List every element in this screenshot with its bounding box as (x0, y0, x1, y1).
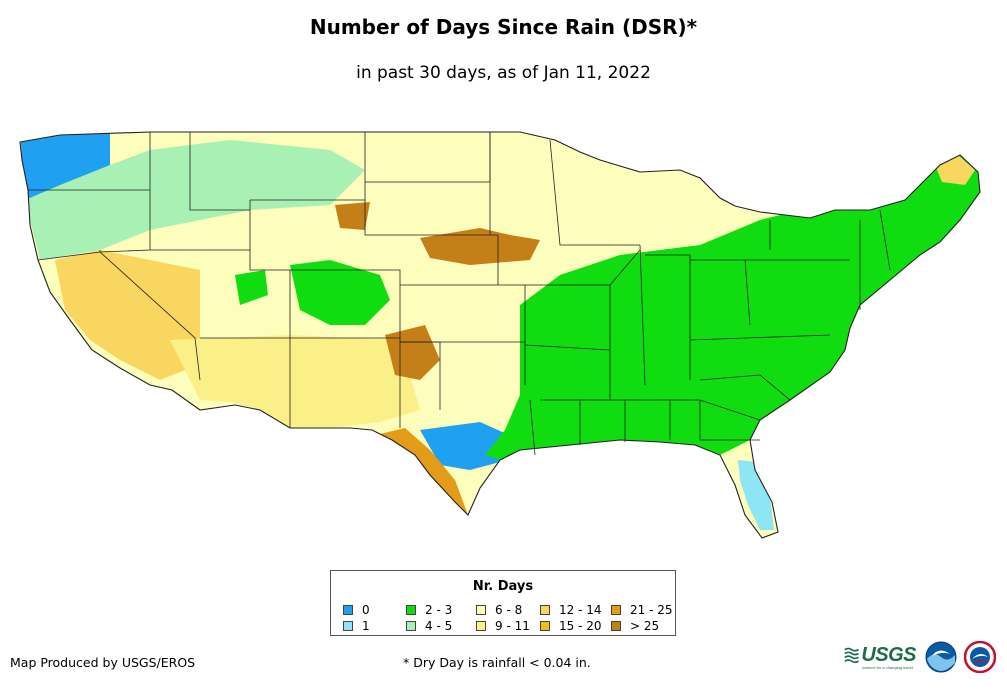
legend-item: 9 - 11 (476, 619, 530, 633)
map-credit: Map Produced by USGS/EROS (10, 655, 196, 670)
legend-swatch (611, 605, 621, 615)
legend-label: > 25 (630, 619, 660, 633)
map-title: Number of Days Since Rain (DSR)* (309, 15, 698, 39)
legend-swatch (476, 605, 486, 615)
map-region-pacific-northwest-coast (20, 132, 110, 200)
legend-item: 21 - 25 (611, 603, 673, 617)
map-region-southwest-arizona-new-mexico (170, 335, 420, 428)
legend-label: 9 - 11 (495, 619, 530, 633)
map-region-colorado-rockies (235, 270, 268, 305)
legend-swatch (406, 621, 416, 631)
legend-item: 1 (343, 619, 370, 633)
map-region-nebraska-sandhills (420, 228, 540, 265)
noaa-logo (925, 641, 957, 673)
legend-title: Nr. Days (472, 579, 534, 594)
legend-swatch (476, 621, 486, 631)
legend-swatch (343, 605, 353, 615)
legend-item: 6 - 8 (476, 603, 522, 617)
map-subtitle: in past 30 days, as of Jan 11, 2022 (356, 63, 651, 83)
legend-label: 1 (362, 619, 370, 633)
legend-item: 4 - 5 (406, 619, 452, 633)
legend-label: 2 - 3 (425, 603, 453, 617)
map-region-texas-panhandle (385, 325, 440, 380)
map-region-south-texas (355, 428, 468, 515)
nws-logo (964, 641, 996, 673)
dsr-map (19, 131, 981, 539)
legend-swatch (540, 621, 550, 631)
map-region-florida-peninsula (738, 460, 774, 530)
map-region-california-nevada (55, 250, 200, 380)
map-region-northern-rockies-idaho (25, 140, 365, 260)
legend-swatch (406, 605, 416, 615)
legend-label: 0 (362, 603, 370, 617)
legend-item: > 25 (611, 619, 659, 633)
legend-swatch (540, 605, 550, 615)
legend-item: 15 - 20 (540, 619, 602, 633)
legend-label: 15 - 20 (559, 619, 602, 633)
legend-item: 12 - 14 (540, 603, 602, 617)
map-region-nebraska-sandhills (335, 202, 370, 230)
map-legend: Nr. Days 0 1 2 - 3 4 - 5 6 - 8 9 - 11 12 - 14 1… (330, 570, 676, 636)
legend-item: 0 (343, 603, 370, 617)
legend-label: 6 - 8 (495, 603, 523, 617)
legend-label: 12 - 14 (559, 603, 602, 617)
map-region-eastern-us (485, 155, 980, 460)
dry-day-footnote: * Dry Day is rainfall < 0.04 in. (403, 655, 591, 670)
legend-swatch (343, 621, 353, 631)
legend-swatch (611, 621, 621, 631)
usgs-wordmark: USGS (861, 643, 916, 666)
legend-item: 2 - 3 (406, 603, 452, 617)
legend-label: 21 - 25 (630, 603, 673, 617)
usgs-wave-icon (844, 647, 859, 664)
map-region-colorado-rockies (290, 260, 390, 325)
legend-label: 4 - 5 (425, 619, 453, 633)
usgs-logo: USGS science for a changing world (844, 642, 916, 670)
usgs-tagline: science for a changing world (862, 665, 913, 670)
